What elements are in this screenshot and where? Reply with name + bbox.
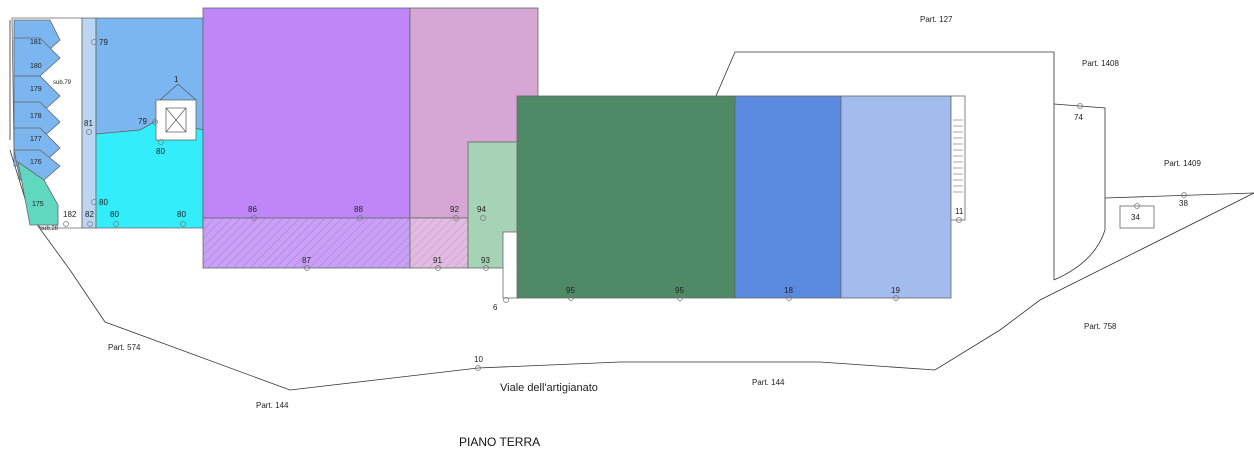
lot-boundary — [9, 149, 1254, 391]
street-name: Viale dell'artigianato — [500, 382, 598, 394]
label-181: 181 — [30, 39, 42, 46]
label-74: 74 — [1074, 113, 1083, 122]
plan-title: PIANO TERRA — [459, 435, 540, 449]
label-19: 19 — [891, 286, 900, 295]
block-86-88 — [202, 7, 411, 269]
parcel-1408-line — [1053, 103, 1106, 281]
label-176: 176 — [30, 159, 42, 166]
stair-11 — [950, 95, 966, 221]
label-1: 1 — [174, 75, 179, 84]
label-11: 11 — [955, 207, 964, 216]
parcel-574: Part. 574 — [108, 343, 141, 352]
unit-180[interactable] — [13, 37, 61, 77]
label-179: 179 — [30, 86, 42, 93]
parcel-1409: Part. 1409 — [1164, 159, 1201, 168]
label-88: 88 — [354, 205, 363, 214]
label-79-stair: 79 — [138, 117, 147, 126]
label-38: 38 — [1179, 199, 1188, 208]
unit-19[interactable] — [840, 95, 952, 299]
label-86: 86 — [248, 205, 257, 214]
label-sub28: sub.28 — [40, 226, 59, 232]
parcel-758: Part. 758 — [1084, 322, 1117, 331]
label-18: 18 — [784, 286, 793, 295]
label-92: 92 — [450, 205, 459, 214]
parcel-1408: Part. 1408 — [1082, 59, 1119, 68]
label-34: 34 — [1131, 213, 1140, 222]
label-80-stair: 80 — [156, 147, 165, 156]
north-boundary — [715, 51, 1055, 280]
unit-175[interactable] — [17, 161, 59, 226]
label-175: 175 — [32, 201, 44, 208]
label-93: 93 — [481, 256, 490, 265]
label-177: 177 — [30, 136, 42, 143]
parcel-144-left: Part. 144 — [256, 401, 289, 410]
garage-block — [11, 17, 97, 229]
label-80-right: 80 — [177, 210, 186, 219]
block-93-94 — [467, 141, 520, 299]
label-sub79: sub.79 — [53, 80, 72, 86]
label-81: 81 — [84, 119, 93, 128]
unit-18[interactable] — [734, 95, 842, 299]
unit-95[interactable] — [516, 95, 736, 299]
label-182: 182 — [63, 210, 77, 219]
label-79-top: 79 — [99, 38, 108, 47]
label-94: 94 — [477, 205, 486, 214]
label-10: 10 — [474, 355, 483, 364]
survey-marks — [63, 39, 1187, 371]
label-80-left: 80 — [99, 198, 108, 207]
label-95-left: 95 — [566, 286, 575, 295]
unit-34[interactable] — [1119, 205, 1155, 229]
label-82: 82 — [85, 210, 94, 219]
label-80-mid: 80 — [110, 210, 119, 219]
label-180: 180 — [30, 63, 42, 70]
unit-86-88[interactable] — [202, 7, 411, 219]
parcel-144-right: Part. 144 — [752, 378, 785, 387]
label-95-right: 95 — [675, 286, 684, 295]
block-79-80 — [95, 17, 204, 229]
label-87: 87 — [302, 256, 311, 265]
label-178: 178 — [30, 113, 42, 120]
parcel-127: Part. 127 — [920, 15, 953, 24]
parcel-1409-line — [1104, 192, 1254, 199]
label-91: 91 — [433, 256, 442, 265]
label-6: 6 — [493, 303, 498, 312]
